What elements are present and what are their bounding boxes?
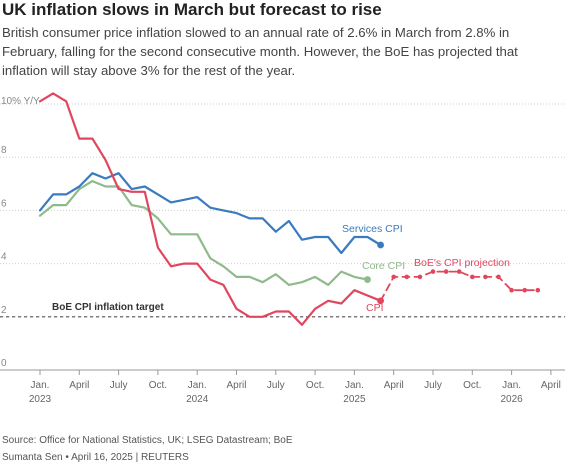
x-year-label: 2025 [343, 394, 366, 405]
series-line-cpi [38, 92, 382, 326]
chart-subtitle: British consumer price inflation slowed … [2, 25, 518, 78]
y-axis-label: 10% Y/Y [1, 96, 40, 107]
series-label-core-cpi: Core CPI [362, 260, 405, 272]
x-tick-label: April [226, 380, 246, 391]
series-group [38, 92, 541, 326]
projection-point [496, 274, 501, 280]
y-tick-label: 2 [1, 305, 7, 316]
series-label-cpi: CPI [366, 302, 384, 314]
source-note: Source: Office for National Statistics, … [2, 435, 293, 446]
x-tick-label: April [69, 380, 89, 391]
x-tick-label: July [110, 380, 128, 391]
x-axis: Jan. 2023 April July Oct. Jan. 2024 April July Oc… [0, 369, 565, 405]
projection-point [535, 287, 541, 293]
target-label: BoE CPI inflation target [52, 302, 164, 313]
projection-point [522, 287, 527, 293]
y-tick-label: 6 [1, 198, 7, 209]
grid: 0 2 4 6 8 [0, 103, 565, 369]
projection-point [456, 269, 462, 274]
x-year-label: 2024 [186, 394, 209, 405]
y-tick-label: 8 [1, 145, 7, 156]
series-line-services-cpi [38, 172, 382, 255]
x-tick-label: July [267, 380, 285, 391]
y-tick-label: 0 [1, 358, 7, 369]
x-tick-label: Jan. [188, 380, 207, 391]
x-tick-label: Jan. [345, 380, 364, 391]
series-line-core-cpi [38, 180, 369, 286]
x-tick-label: July [424, 380, 442, 391]
x-year-label: 2026 [500, 394, 523, 405]
x-tick-label: Jan. [31, 380, 50, 391]
projection-point [470, 274, 475, 280]
x-tick-label: April [384, 380, 404, 391]
x-tick-label: Oct. [149, 380, 167, 391]
projection-point [483, 274, 488, 280]
series-end-point-core-cpi [364, 276, 371, 283]
series-line-boe-s-cpi-projection [379, 270, 539, 302]
x-tick-label: Jan. [502, 380, 521, 391]
inflation-line-chart: 0 2 4 6 8 10% Y/Y BoE CPI inflation target S… [0, 92, 565, 405]
series-labels: Services CPI Core CPI CPI BoE's CPI proj… [342, 223, 510, 314]
projection-point [509, 287, 514, 293]
y-tick-label: 4 [1, 252, 7, 263]
byline: Sumanta Sen • April 16, 2025 | REUTERS [2, 452, 189, 463]
projection-point [430, 269, 436, 274]
projection-point [404, 274, 410, 280]
series-label-services-cpi: Services CPI [342, 223, 403, 235]
x-tick-label: Oct. [463, 380, 481, 391]
series-end-point-services-cpi [377, 241, 384, 249]
x-tick-label: Oct. [306, 380, 324, 391]
x-tick-label: April [541, 380, 561, 391]
projection-point [391, 274, 397, 280]
projection-point [443, 269, 449, 274]
projection-point [417, 274, 423, 280]
target-group: BoE CPI inflation target [0, 302, 565, 318]
chart-title: UK inflation slows in March but forecast… [2, 0, 382, 19]
x-year-label: 2023 [29, 394, 52, 405]
series-label-boe-projection: BoE's CPI projection [414, 257, 510, 269]
series-end-point-cpi [377, 297, 384, 305]
